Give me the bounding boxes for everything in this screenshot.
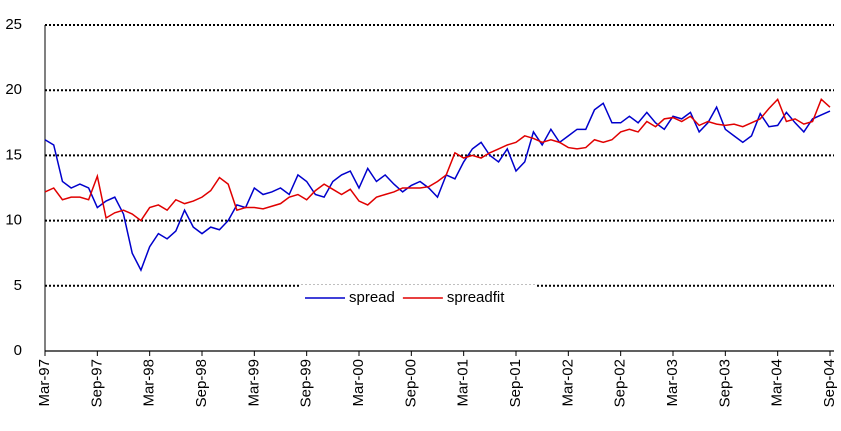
legend-label: spread	[349, 289, 395, 306]
x-tick-label: Mar-03	[664, 359, 681, 407]
x-tick-label: Mar-98	[141, 359, 158, 407]
x-tick-label: Sep-99	[298, 359, 315, 407]
y-tick-label: 10	[5, 212, 22, 229]
x-tick-label: Sep-98	[193, 359, 210, 407]
series-line	[44, 97, 831, 222]
y-tick-label: 15	[5, 146, 22, 163]
x-tick-label: Mar-04	[769, 359, 786, 407]
x-tick-label: Sep-00	[402, 359, 419, 407]
x-tick-label: Sep-03	[716, 359, 733, 407]
x-tick-label: Mar-97	[36, 359, 53, 407]
x-tick-label: Mar-00	[350, 359, 367, 407]
x-tick-label: Sep-01	[507, 359, 524, 407]
x-tick-label: Sep-97	[88, 359, 105, 407]
y-tick-label: 20	[5, 81, 22, 98]
x-tick-label: Mar-01	[455, 359, 472, 407]
x-tick-label: Mar-02	[559, 359, 576, 407]
y-tick-label: 5	[14, 277, 22, 294]
x-tick-label: Sep-04	[821, 359, 838, 407]
y-tick-label: 0	[14, 342, 22, 359]
x-tick-label: Mar-99	[245, 359, 262, 407]
series-line	[44, 102, 831, 273]
legend-label: spreadfit	[447, 289, 505, 306]
y-tick-label: 25	[5, 16, 22, 33]
x-tick-label: Sep-02	[612, 359, 629, 407]
